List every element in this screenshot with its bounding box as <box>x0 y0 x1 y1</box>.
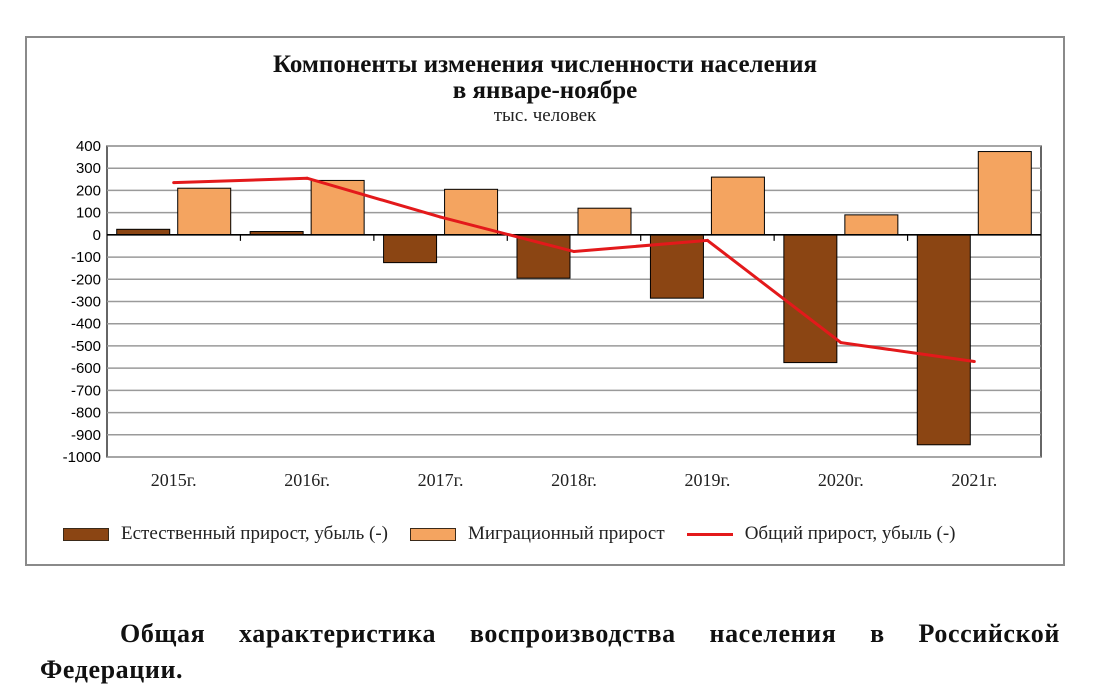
bar-natural <box>916 234 971 446</box>
y-tick-label: -800 <box>71 405 101 422</box>
point-total <box>572 250 576 254</box>
x-tick-label: 2018г. <box>551 470 597 490</box>
x-tick-label: 2017г. <box>418 470 464 490</box>
bar-migration <box>844 214 899 236</box>
y-tick-label: -1000 <box>63 449 101 466</box>
legend-item-total: Общий прирост, убыль (-) <box>686 523 956 545</box>
point-total <box>972 359 976 363</box>
bar-migration <box>977 151 1032 236</box>
point-total <box>839 341 843 345</box>
point-total <box>172 181 176 185</box>
x-tick-label: 2019г. <box>684 470 730 490</box>
bar-migration <box>310 179 365 236</box>
point-total <box>705 238 709 242</box>
bar-natural <box>783 234 838 364</box>
bar-natural <box>516 234 571 279</box>
y-tick-label: -400 <box>71 316 101 333</box>
y-tick-label: -300 <box>71 294 101 311</box>
bar-natural <box>383 234 438 264</box>
legend-label-migration: Миграционный прирост <box>467 523 665 544</box>
y-tick-label: 300 <box>76 160 101 177</box>
x-tick-label: 2021г. <box>951 470 997 490</box>
y-tick-label: -200 <box>71 271 101 288</box>
bar-natural <box>116 228 171 236</box>
chart-title-line-1: Компоненты изменения численности населен… <box>272 51 818 78</box>
y-tick-label: -900 <box>71 427 101 444</box>
chart-title-line-2: в январе-ноябре <box>452 77 638 104</box>
y-tick-label: -100 <box>71 249 101 266</box>
y-tick-label: -600 <box>71 360 101 377</box>
chart-plot: 400 300 200 100 0 -100 -200 -300 -400 -500 -600 -70… <box>63 138 1042 490</box>
point-total <box>305 176 309 180</box>
x-tick-label: 2020г. <box>818 470 864 490</box>
legend-swatch-natural <box>63 527 109 541</box>
y-tick-label: -500 <box>71 338 101 355</box>
bar-migration <box>710 176 765 236</box>
y-tick-label: 200 <box>76 182 101 199</box>
x-tick-label: 2016г. <box>284 470 330 490</box>
bar-migration <box>177 187 232 236</box>
chart-frame: Компоненты изменения численности населен… <box>25 36 1065 566</box>
legend-item-natural: Естественный прирост, убыль (-) <box>63 523 388 545</box>
chart-subtitle: тыс. человек <box>493 105 597 126</box>
legend-swatch-total <box>686 532 733 536</box>
bar-migration <box>444 188 499 236</box>
x-tick-label: 2015г. <box>151 470 197 490</box>
y-tick-label: -700 <box>71 382 101 399</box>
legend-swatch-migration <box>409 527 456 541</box>
footer-caption: Общая характеристика воспроизводства нас… <box>40 619 1060 684</box>
legend-item-migration: Миграционный прирост <box>409 523 665 545</box>
bar-migration <box>577 207 632 236</box>
y-tick-label: 100 <box>76 205 101 222</box>
y-tick-label: 0 <box>93 227 101 244</box>
legend-label-natural: Естественный прирост, убыль (-) <box>121 523 388 544</box>
chart-legend: Естественный прирост, убыль (-) Миграцио… <box>63 521 977 547</box>
point-total <box>439 215 443 219</box>
y-tick-label: 400 <box>76 138 101 155</box>
legend-label-total: Общий прирост, убыль (-) <box>744 523 956 544</box>
